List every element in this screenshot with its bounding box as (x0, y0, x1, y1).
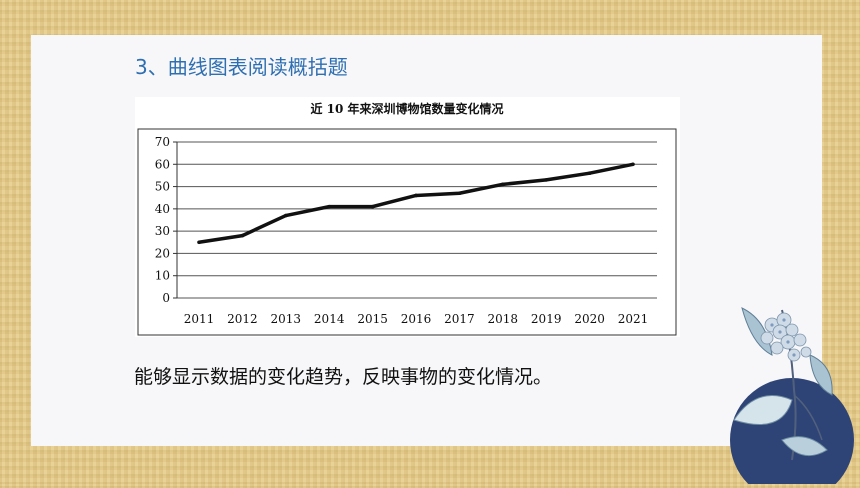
chart-figure: 近 10 年来深圳博物馆数量变化情况 0 10 20 30 40 50 60 70 2011 2… (135, 97, 680, 337)
x-tick-label: 2017 (444, 312, 475, 326)
data-point (370, 204, 375, 209)
x-tick-labels: 2011 2012 2013 2014 2015 2016 2017 2018 2019 2020… (184, 312, 649, 326)
data-point (587, 171, 592, 175)
series-line (197, 162, 635, 245)
y-tick-label: 70 (155, 135, 170, 149)
data-point (544, 178, 548, 182)
series-line-path (198, 162, 634, 245)
x-tick-label: 2015 (357, 312, 388, 326)
data-point (414, 193, 418, 198)
y-tick-label: 60 (155, 157, 170, 171)
y-tick-label: 30 (155, 224, 170, 238)
data-point (197, 240, 201, 245)
data-point (327, 204, 331, 209)
y-tick-label: 10 (155, 269, 170, 283)
x-tick-label: 2011 (184, 312, 215, 326)
data-point (284, 213, 288, 218)
gridlines (177, 141, 657, 299)
x-tick-label: 2020 (574, 312, 605, 326)
y-tick-label: 50 (155, 180, 170, 194)
y-tick-label: 20 (155, 246, 170, 260)
y-tick-label: 40 (155, 202, 170, 216)
y-tick-labels: 0 10 20 30 40 50 60 70 (155, 135, 170, 305)
x-tick-label: 2012 (227, 312, 258, 326)
data-point (240, 233, 245, 238)
slide-caption: 能够显示数据的变化趋势，反映事物的变化情况。 (134, 366, 553, 388)
hydrangea-flower-icon (722, 300, 860, 488)
slide-heading: 3、曲线图表阅读概括题 (135, 55, 348, 79)
y-tick-label: 0 (162, 291, 170, 305)
data-point (457, 191, 462, 196)
x-tick-label: 2013 (271, 312, 302, 326)
chart-title: 近 10 年来深圳博物馆数量变化情况 (310, 101, 503, 116)
data-point (501, 182, 505, 187)
x-tick-label: 2018 (488, 312, 519, 326)
y-axis (173, 141, 178, 299)
plot-frame (137, 128, 677, 336)
x-tick-label: 2021 (618, 312, 649, 326)
x-tick-label: 2016 (401, 312, 432, 326)
data-point (631, 162, 635, 167)
x-tick-label: 2019 (531, 312, 562, 326)
x-tick-label: 2014 (314, 312, 345, 326)
